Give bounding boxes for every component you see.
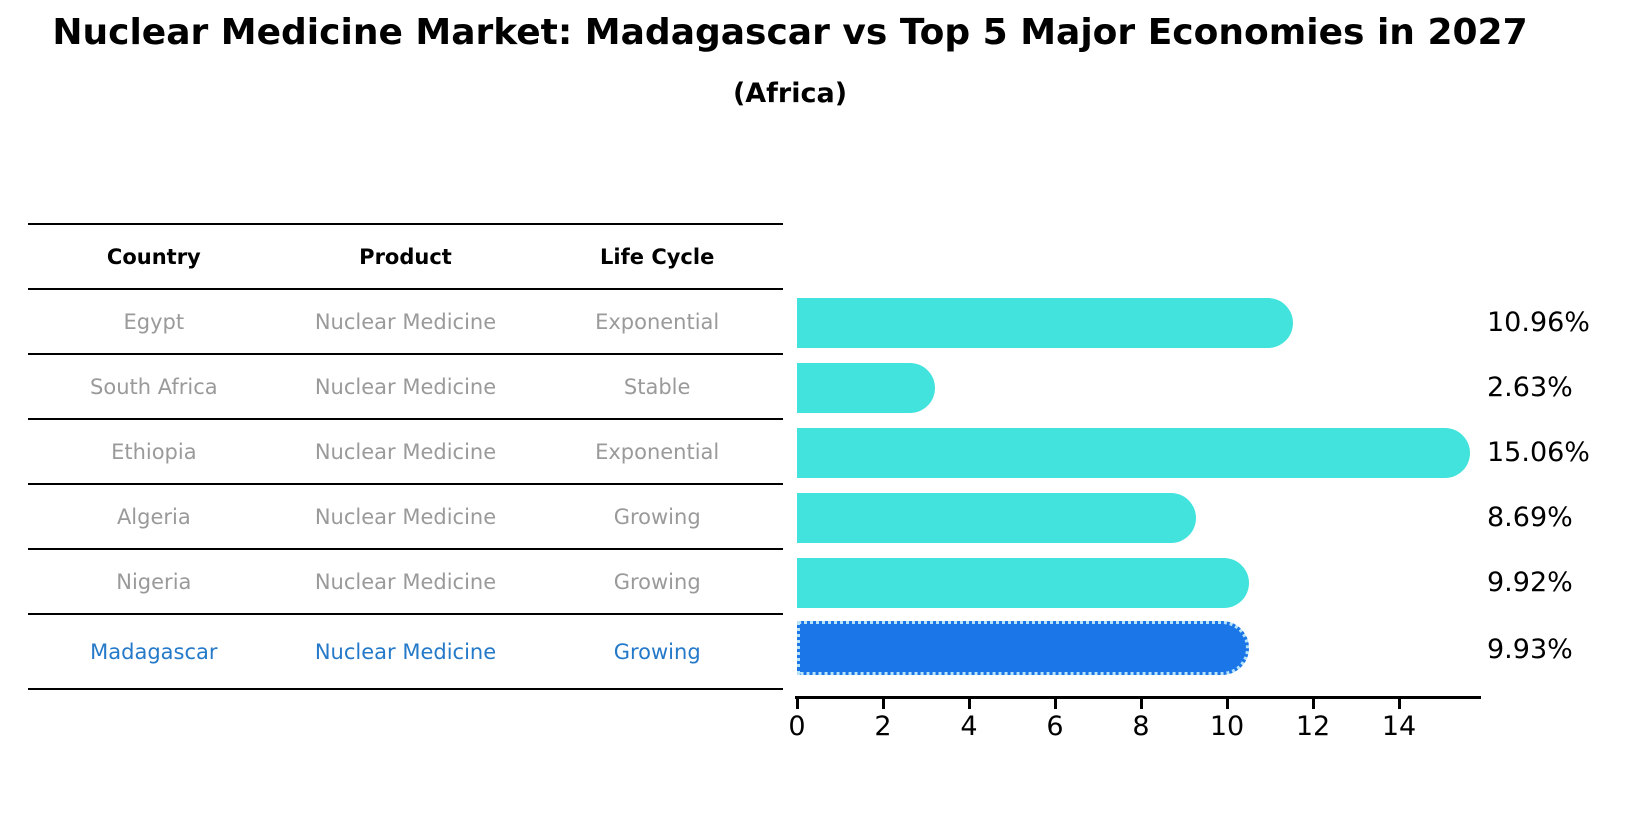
bar-value-label: 10.96% — [1487, 307, 1590, 338]
x-axis-tick — [1312, 698, 1315, 709]
x-axis-tick-label: 6 — [1046, 711, 1064, 742]
cell-product: Nuclear Medicine — [314, 439, 497, 464]
column-header-product: Product — [359, 244, 452, 269]
cell-life-cycle: Exponential — [595, 309, 720, 334]
cell-product: Nuclear Medicine — [314, 569, 497, 594]
x-axis-tick — [1054, 698, 1057, 709]
bar-value-label: 9.92% — [1487, 567, 1573, 598]
cell-country: Algeria — [116, 504, 191, 529]
bar-value-label: 9.93% — [1487, 634, 1573, 665]
bar — [797, 298, 1294, 348]
bar — [797, 558, 1249, 608]
cell-product: Nuclear Medicine — [314, 309, 497, 334]
table-row: Algeria Nuclear Medicine Growing — [28, 485, 783, 550]
bar — [797, 493, 1196, 543]
x-axis-tick — [1398, 698, 1401, 709]
x-axis-tick-label: 4 — [960, 711, 978, 742]
bar-value-label: 15.06% — [1487, 437, 1590, 468]
bar — [797, 363, 936, 413]
x-axis-tick-label: 14 — [1381, 711, 1417, 742]
x-axis-tick-label: 10 — [1209, 711, 1245, 742]
cell-country: Egypt — [123, 309, 185, 334]
x-axis-tick — [1140, 698, 1143, 709]
country-table: Country Product Life Cycle Egypt Nuclear… — [28, 223, 783, 690]
column-header-country: Country — [106, 244, 201, 269]
cell-product: Nuclear Medicine — [314, 374, 497, 399]
cell-product: Nuclear Medicine — [314, 504, 497, 529]
cell-country: Nigeria — [116, 569, 192, 594]
x-axis-tick — [968, 698, 971, 709]
table-row: South Africa Nuclear Medicine Stable — [28, 355, 783, 420]
chart-subtitle: (Africa) — [732, 78, 848, 109]
column-header-life-cycle: Life Cycle — [600, 244, 715, 269]
cell-country: South Africa — [90, 374, 218, 399]
cell-life-cycle: Stable — [623, 374, 691, 399]
table-row: Egypt Nuclear Medicine Exponential — [28, 290, 783, 355]
table-header-row: Country Product Life Cycle — [28, 225, 783, 290]
table-row: Madagascar Nuclear Medicine Growing — [28, 615, 783, 690]
chart-title: Nuclear Medicine Market: Madagascar vs T… — [52, 12, 1528, 53]
cell-life-cycle: Growing — [613, 569, 701, 594]
cell-life-cycle: Exponential — [595, 439, 720, 464]
table-row: Ethiopia Nuclear Medicine Exponential — [28, 420, 783, 485]
x-axis-tick-label: 2 — [874, 711, 892, 742]
x-axis-tick-label: 12 — [1295, 711, 1331, 742]
cell-country: Madagascar — [90, 639, 218, 664]
x-axis-tick — [1226, 698, 1229, 709]
bar-value-label: 2.63% — [1487, 372, 1573, 403]
bar — [797, 428, 1470, 478]
cell-life-cycle: Growing — [613, 639, 701, 664]
x-axis-line — [795, 696, 1481, 699]
cell-product: Nuclear Medicine — [314, 639, 497, 664]
x-axis-tick-label: 0 — [788, 711, 806, 742]
bar — [797, 621, 1249, 675]
cell-life-cycle: Growing — [613, 504, 701, 529]
table-row: Nigeria Nuclear Medicine Growing — [28, 550, 783, 615]
x-axis-tick — [796, 698, 799, 709]
bar-value-label: 8.69% — [1487, 502, 1573, 533]
x-axis-tick-label: 8 — [1132, 711, 1150, 742]
x-axis-tick — [882, 698, 885, 709]
cell-country: Ethiopia — [111, 439, 197, 464]
